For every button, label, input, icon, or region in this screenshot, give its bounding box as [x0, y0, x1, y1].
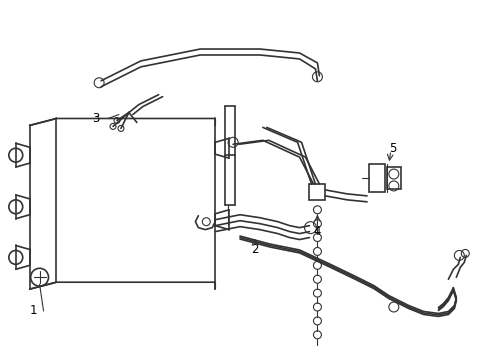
- Text: 5: 5: [388, 142, 396, 155]
- Text: 4: 4: [313, 225, 321, 238]
- Bar: [368, 164, 384, 192]
- Text: 2: 2: [251, 243, 258, 256]
- Bar: [309, 184, 325, 200]
- Bar: [386, 167, 400, 189]
- Text: 1: 1: [30, 305, 37, 318]
- Text: 3: 3: [92, 112, 100, 125]
